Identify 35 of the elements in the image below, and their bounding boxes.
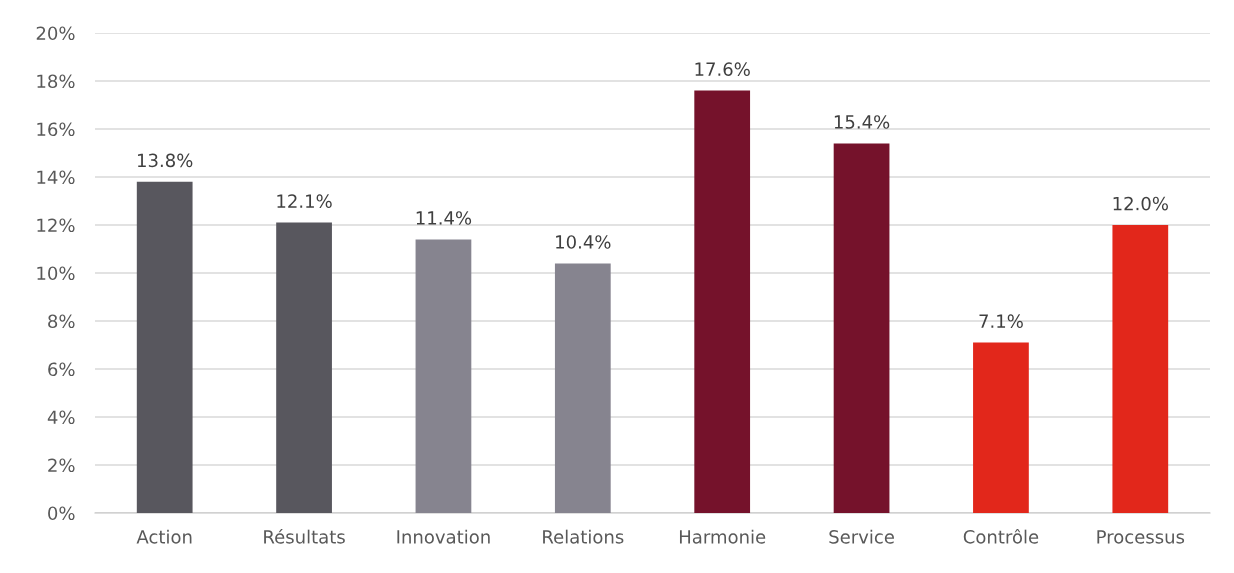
x-tick-label: Innovation [397,529,490,544]
data-label: 10.4% [556,235,611,249]
bar [1112,225,1169,513]
data-label: 15.4% [834,115,890,129]
bar [415,239,472,513]
x-tick-label: Relations [543,529,624,544]
data-label: 13.8% [137,153,193,168]
bar [694,90,751,513]
bar [276,222,332,513]
x-tick-label: Harmonie [679,529,766,544]
y-tick-label: 4% [47,410,75,425]
x-tick-label: Contrôle [963,528,1039,544]
data-label: 7.1% [979,314,1023,328]
data-label: 12.0% [1113,196,1168,211]
y-tick-label: 14% [37,170,75,185]
x-tick-label: Résultats [264,528,345,544]
y-tick-label: 12% [37,218,75,233]
data-label: 11.4% [416,211,472,225]
y-tick-label: 6% [48,362,75,377]
y-tick-label: 18% [37,74,75,89]
y-tick-label: 16% [37,122,75,137]
y-tick-label: 8% [48,314,75,329]
bar [554,263,611,513]
y-tick-label: 0% [48,506,75,521]
data-label: 17.6% [695,62,750,76]
bar [833,143,890,513]
y-tick-label: 20% [36,26,75,41]
x-tick-label: Service [829,529,894,544]
data-label: 12.1% [277,194,332,208]
x-tick-label: Action [136,529,192,544]
bar [973,342,1029,513]
y-tick-label: 2% [48,458,75,473]
y-tick-label: 10% [37,266,75,281]
x-tick-label: Processus [1097,530,1185,544]
bar [136,181,193,513]
